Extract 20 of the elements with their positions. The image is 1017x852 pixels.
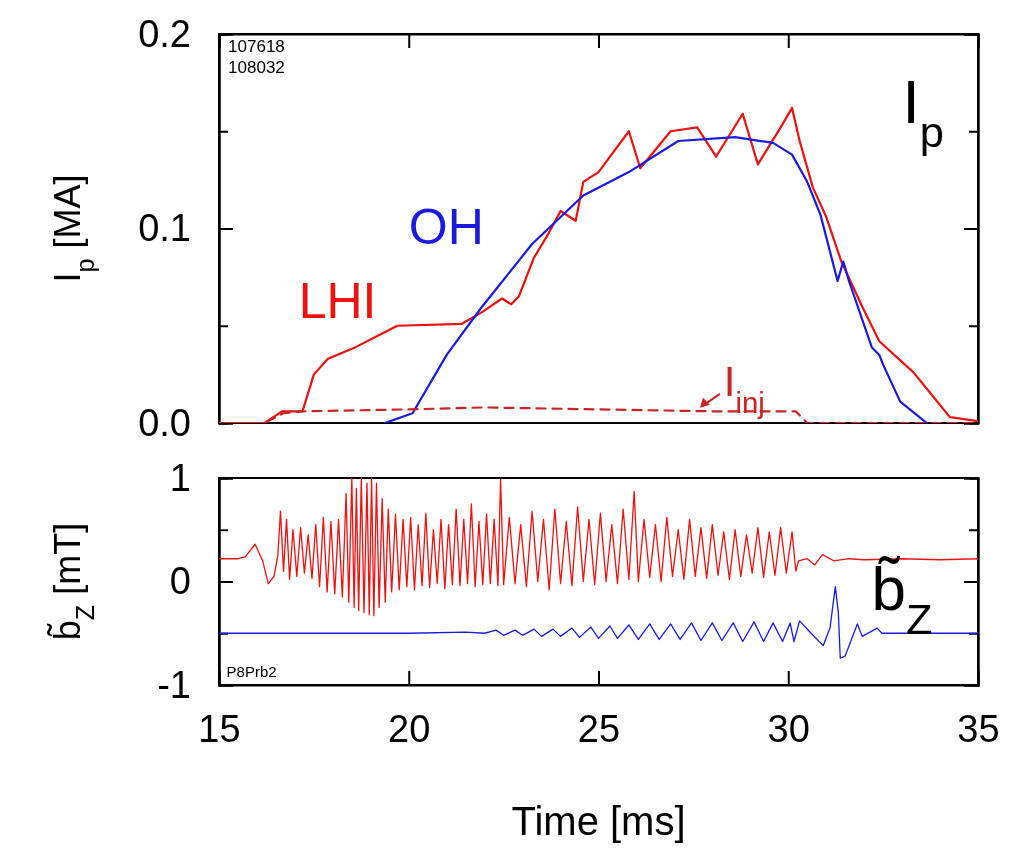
y-tick-label: -1 — [157, 663, 191, 706]
annotation: 108032 — [228, 57, 285, 77]
annotation: P8Prb2 — [226, 662, 277, 680]
x-axis-title: Time [ms] — [511, 799, 686, 843]
y-tick-label: 0 — [169, 560, 191, 603]
annotation: b̃$_{Z}$ — [871, 554, 933, 644]
legend-label: I$_{inj}$ — [723, 357, 765, 419]
y-tick-label: 0.1 — [138, 207, 191, 250]
annotation: 107618 — [228, 36, 285, 56]
series-label: OH — [408, 199, 484, 256]
x-tick-label: 35 — [957, 707, 1000, 750]
y-tick-label: 0.0 — [138, 401, 191, 444]
annotation: I$_{p}$ — [902, 67, 944, 157]
x-tick-label: 15 — [198, 707, 241, 750]
y-tick-label: 1 — [169, 456, 191, 499]
x-tick-label: 25 — [577, 707, 621, 750]
x-tick-label: 20 — [388, 707, 431, 750]
y-tick-label: 0.2 — [138, 12, 191, 55]
series-label: LHI — [298, 272, 377, 329]
x-tick-label: 30 — [767, 707, 810, 750]
